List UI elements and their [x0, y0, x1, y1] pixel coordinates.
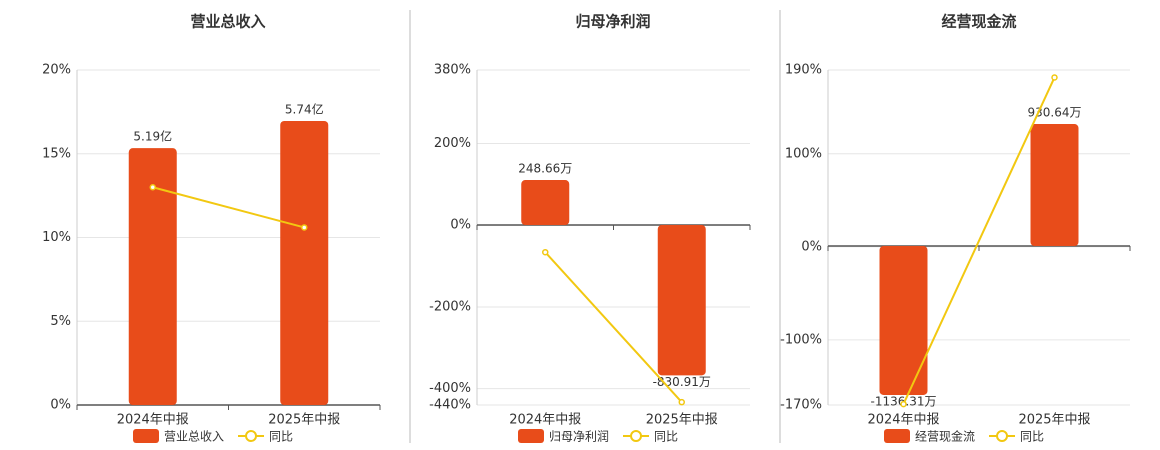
chart-title: 归母净利润: [575, 13, 650, 31]
bar: [879, 246, 928, 395]
legend-swatch: [518, 429, 544, 443]
legend-swatch: [884, 429, 910, 443]
bar: [280, 120, 329, 406]
point: [1051, 74, 1058, 81]
legend-swatch: [996, 430, 1009, 442]
point: [678, 398, 685, 406]
y-tick-label: 15%: [42, 146, 71, 161]
point: [542, 248, 549, 256]
point: [900, 400, 907, 408]
bar: [657, 225, 706, 376]
point: [301, 224, 308, 231]
y-tick-label: 190%: [785, 63, 822, 78]
x-tick-label: 2024年中报: [867, 413, 939, 428]
y-tick-label: -170%: [780, 398, 822, 413]
x-tick-label: 2024年中报: [509, 413, 581, 428]
y-tick-label: -400%: [429, 381, 471, 396]
bar: [128, 148, 177, 405]
x-tick-label: 2025年中报: [268, 413, 340, 428]
legend-label: 营业总收入: [164, 430, 224, 444]
y-tick-label: 5%: [50, 314, 71, 329]
value-label: -830.91万: [653, 375, 711, 389]
point: [149, 184, 156, 191]
x-tick-label: 2025年中报: [1018, 413, 1090, 428]
line: [152, 186, 305, 229]
y-tick-label: -440%: [429, 398, 471, 413]
legend-swatch: [630, 430, 643, 442]
bar: [1030, 124, 1079, 247]
chart-title: 营业总收入: [190, 13, 265, 31]
y-tick-label: 0%: [801, 239, 822, 254]
y-tick-label: 20%: [42, 63, 71, 78]
legend-swatch: [245, 430, 258, 442]
bar: [521, 180, 570, 226]
legend-label: 经营现金流: [915, 429, 975, 444]
legend-label: 归母净利润: [549, 430, 609, 444]
y-tick-label: 10%: [42, 230, 71, 245]
legend-label: 同比: [654, 430, 678, 444]
value-label: 5.74亿: [285, 101, 324, 116]
y-tick-label: 380%: [434, 63, 471, 78]
chart-title: 经营现金流: [941, 13, 1016, 31]
legend-label: 同比: [269, 430, 293, 444]
y-tick-label: 0%: [450, 218, 471, 233]
value-label: 5.19亿: [133, 129, 172, 144]
value-label: 248.66万: [518, 162, 572, 176]
y-tick-label: 0%: [50, 398, 71, 413]
legend-label: 同比: [1020, 430, 1044, 444]
legend-swatch: [133, 429, 159, 443]
x-tick-label: 2024年中报: [117, 413, 189, 428]
y-tick-label: 100%: [785, 146, 822, 161]
x-tick-label: 2025年中报: [646, 413, 718, 428]
line: [544, 251, 683, 403]
y-tick-label: 200%: [434, 136, 471, 151]
line: [902, 77, 1056, 405]
value-label: 930.64万: [1028, 106, 1082, 120]
y-tick-label: -100%: [780, 332, 822, 347]
y-tick-label: -200%: [429, 299, 471, 314]
